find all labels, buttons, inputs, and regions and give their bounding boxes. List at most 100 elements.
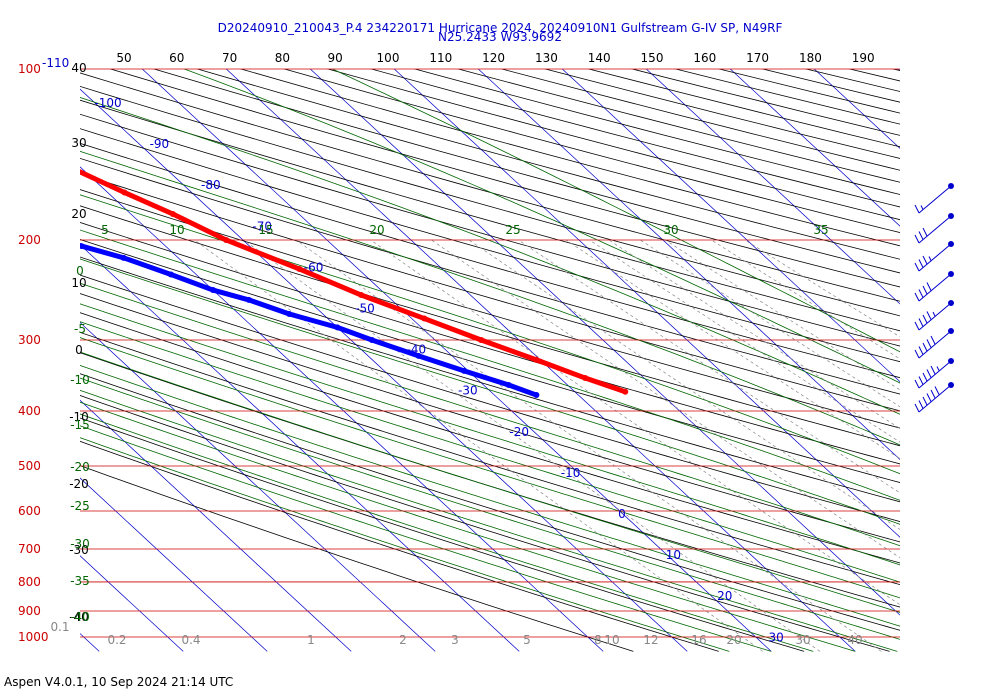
dewpoint-trace-point (461, 367, 468, 374)
wind-barb-shaft (918, 302, 952, 331)
temperature-trace-point (296, 266, 303, 273)
mixing-ratio-label: 16 (691, 633, 706, 647)
dry-adiabat-line (891, 69, 900, 72)
footer-text: Aspen V4.0.1, 10 Sep 2024 21:14 UTC (4, 675, 234, 689)
left-temp-label: -20 (69, 477, 89, 491)
isotherm-label: 10 (666, 548, 681, 562)
theta-top-label: 160 (693, 51, 716, 65)
dry-adiabat-line (848, 69, 900, 82)
temperature-trace-point (421, 315, 428, 322)
wind-barb-shaft (918, 330, 952, 359)
wind-barb-flag (922, 372, 928, 382)
dewpoint-trace-point (167, 271, 174, 278)
wind-barb-flag (918, 289, 924, 298)
dewpoint-trace-point (415, 352, 422, 359)
wind-barb-flag (918, 318, 924, 327)
wind-barb-shaft (918, 273, 952, 302)
mixing-ratio-label: 30 (795, 633, 810, 647)
moist-adiabat-line (80, 282, 900, 547)
moist-adiabat-line (80, 337, 900, 599)
top-isotherm-label: -110 (42, 56, 69, 70)
dry-adiabat-line (761, 69, 900, 103)
dry-adiabat-line (152, 69, 900, 274)
moist-adiabat-lines (80, 69, 900, 652)
dewpoint-trace-point (334, 324, 341, 331)
dry-adiabat-line (80, 312, 900, 564)
dry-adiabat-line (827, 43, 1000, 651)
wind-barb-flag (914, 403, 920, 413)
temperature-trace-point (71, 166, 77, 172)
chart-subtitle: N25.2433 W93.9692 (438, 30, 562, 44)
isotherm-label: -10 (561, 466, 581, 480)
wind-barb-flag (918, 400, 924, 409)
pressure-label: 200 (18, 233, 41, 247)
wind-barb-flag (926, 339, 932, 348)
pressure-label: 600 (18, 504, 41, 518)
dry-adiabat-line (996, 43, 1000, 651)
wind-barb-flag (926, 282, 932, 291)
dry-adiabat-lines (80, 43, 1000, 652)
dry-adiabat-line (80, 99, 900, 332)
pressure-label: 800 (18, 575, 41, 589)
mixing-ratio-label: 12 (643, 633, 658, 647)
temperature-trace-point (478, 337, 485, 344)
isotherm-label: -40 (407, 343, 427, 357)
wind-barb-shaft (918, 360, 952, 389)
dry-adiabat-line (80, 157, 900, 395)
wind-barb-flag (914, 349, 920, 359)
theta-e-label: 30 (663, 223, 678, 237)
dry-adiabat-line (80, 173, 900, 412)
temperature-trace-point (121, 189, 128, 196)
mixing-ratio-label: 0.4 (181, 633, 200, 647)
isotherm-label: 20 (717, 589, 732, 603)
isotherm-line (729, 69, 900, 227)
isotherm-line (309, 69, 900, 616)
theta-e-label: 25 (505, 223, 520, 237)
left-temp-label: -10 (69, 410, 89, 424)
moist-adiabat-line (80, 401, 856, 652)
moist-adiabat-line (80, 97, 900, 415)
dry-adiabat-line (80, 72, 900, 302)
mixing-ratio-label: 8 (594, 633, 602, 647)
wind-barb-flag (918, 259, 924, 268)
isobar-lines (80, 68, 900, 638)
wind-barb-flag (934, 386, 940, 395)
theta-top-label: 140 (588, 51, 611, 65)
left-theta-e-label: -35 (70, 574, 90, 588)
left-temp-label: -30 (69, 543, 89, 557)
wind-barb-half-flag (920, 205, 924, 210)
dry-adiabat-line (80, 221, 900, 465)
wind-barb-flag (914, 262, 920, 272)
mixing-ratio-line (664, 239, 900, 391)
left-temp-label: 30 (71, 136, 86, 150)
isotherm-line (645, 69, 900, 305)
isotherm-label: -50 (355, 302, 375, 316)
isotherm-line (954, 43, 1000, 651)
moist-adiabat-line (80, 389, 898, 652)
isotherm-line (0, 43, 15, 651)
theta-top-label: 60 (169, 51, 184, 65)
pressure-label: 700 (18, 542, 41, 556)
dry-adiabat-line (80, 128, 900, 363)
moist-adiabat-line (80, 364, 900, 627)
dry-adiabat-line (630, 69, 900, 136)
pressure-label: 400 (18, 404, 41, 418)
mixing-ratio-line (243, 239, 821, 652)
theta-top-label: 190 (852, 51, 875, 65)
wind-barb-flag (922, 227, 928, 237)
dewpoint-trace-point (245, 296, 252, 303)
dry-adiabat-line (80, 239, 900, 483)
moist-adiabat-line (183, 69, 900, 384)
wind-barb-flag (918, 346, 924, 355)
mixing-ratio-label: 40 (847, 633, 862, 647)
dry-adiabat-line (80, 440, 719, 652)
mixing-ratio-label: 3 (451, 633, 459, 647)
wind-barb-flag (914, 292, 920, 302)
wind-barb-flag (918, 231, 924, 240)
wind-barb-half-flag (936, 366, 940, 371)
wind-barb-flag (930, 389, 936, 399)
pressure-label: 900 (18, 604, 41, 618)
wind-barb-shaft (918, 185, 952, 214)
left-temp-label: -40 (69, 610, 89, 624)
wind-barb-flag (926, 311, 932, 320)
